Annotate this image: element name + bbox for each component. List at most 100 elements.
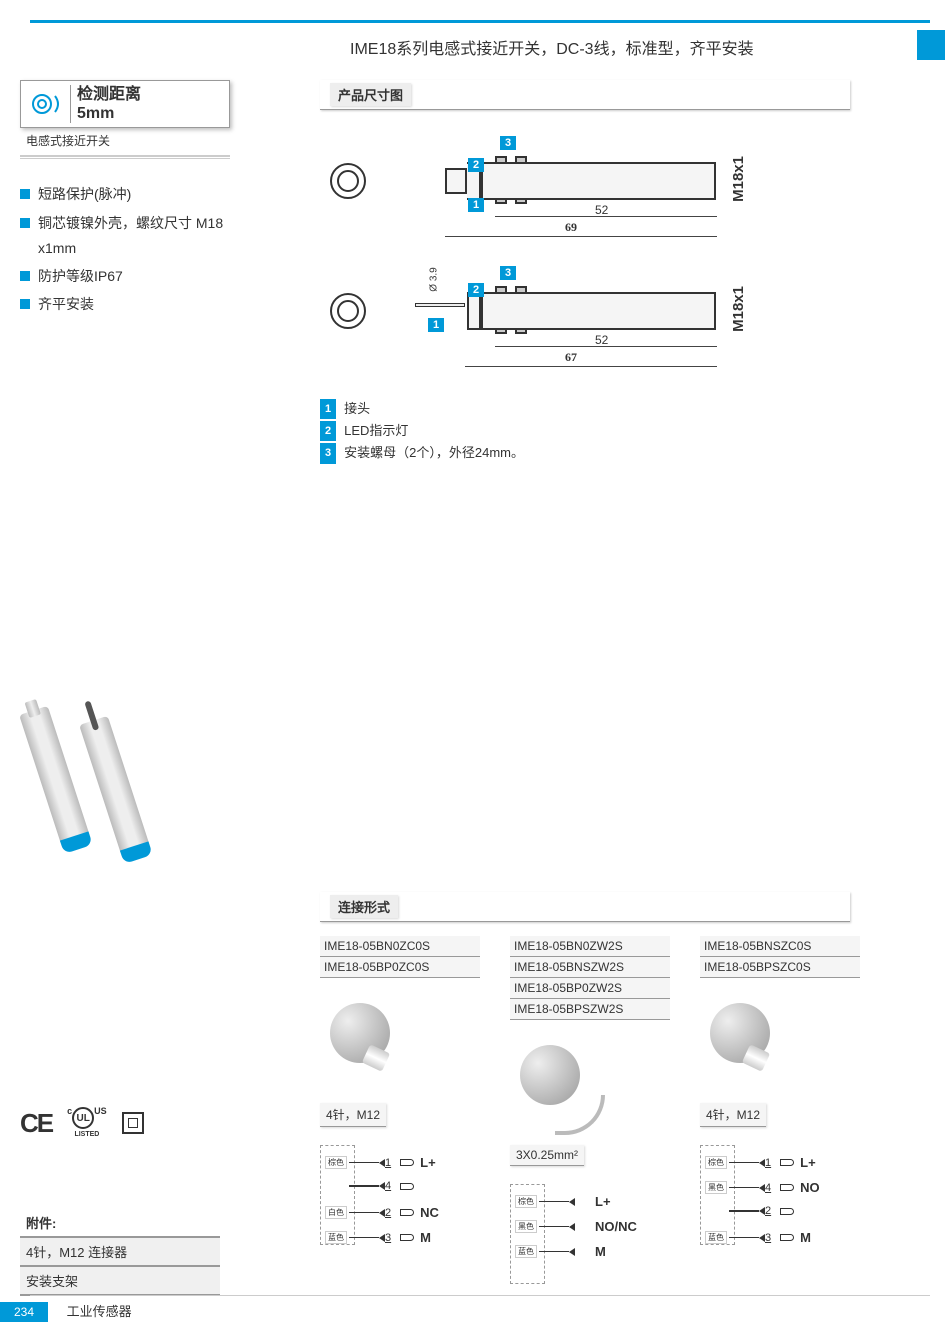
wire-lead (349, 1162, 379, 1164)
wire-lead (539, 1226, 569, 1228)
pin-label: M (595, 1244, 606, 1259)
connection-column: IME18-05BN0ZW2SIME18-05BNSZW2SIME18-05BP… (510, 936, 670, 1304)
ce-mark: CE (20, 1108, 52, 1139)
dimension-drawing: 3 2 1 M18x1 52 69 Ø 3.9 3 2 1 M18x1 52 6… (320, 118, 880, 428)
accessory-item: 安装支架 (20, 1267, 220, 1296)
wire-row: 棕色1L+ (705, 1155, 816, 1170)
wire-color-tag: 棕色 (515, 1195, 537, 1208)
connector-type-label: 4针，M12 (700, 1103, 766, 1127)
connection-section: 连接形式 IME18-05BN0ZC0SIME18-05BP0ZC0S4针，M1… (320, 892, 880, 1304)
bullet-icon (20, 218, 30, 228)
callout-2: 2 (468, 158, 484, 172)
pin-label: L+ (420, 1155, 436, 1170)
detection-box: 检测距离 5mm (20, 80, 230, 128)
pin-connector-icon (400, 1183, 414, 1190)
main-content: 产品尺寸图 3 2 1 M18x1 52 69 Ø 3.9 3 2 1 M18x… (320, 80, 880, 428)
wire-color-tag: 蓝色 (515, 1245, 537, 1258)
callout-2: 2 (468, 283, 484, 297)
pin-number: 1 (765, 1157, 771, 1169)
feature-list: 短路保护(脉冲) 铜芯镀镍外壳，螺纹尺寸 M18 x1mm 防护等级IP67 齐… (20, 179, 230, 317)
pin-connector-icon (780, 1184, 794, 1191)
connector-drawing (445, 168, 467, 194)
part-number: IME18-05BN0ZC0S (320, 936, 480, 957)
wiring-diagram: 棕色1L+4白色2NC蓝色3M (320, 1145, 480, 1265)
feature-item: 防护等级IP67 (38, 261, 123, 289)
main-body-drawing (481, 292, 716, 330)
m12-connector-image (700, 1003, 860, 1088)
accessories-box: 附件: 4针，M12 连接器 安装支架 (20, 1209, 220, 1296)
footer-divider (30, 1295, 930, 1296)
divider (20, 158, 230, 159)
legend-text: 接头 (344, 398, 370, 420)
pin-number: 1 (385, 1157, 391, 1169)
wire-lead (729, 1210, 759, 1212)
wire-row: 白色2NC (325, 1205, 439, 1220)
pin-connector-icon (780, 1234, 794, 1241)
accessory-item: 4针，M12 连接器 (20, 1238, 220, 1267)
wire-color-tag: 蓝色 (325, 1231, 347, 1244)
accessories-title: 附件: (20, 1209, 220, 1238)
cable-drawing (415, 303, 465, 307)
certifications: CE cULUS LISTED (20, 1107, 230, 1139)
body-segment (467, 292, 481, 330)
wire-lead (729, 1187, 759, 1189)
pin-label: L+ (595, 1194, 611, 1209)
detect-value: 5mm (77, 104, 141, 123)
wiring-diagram: 棕色1L+黑色4NO2蓝色3M (700, 1145, 860, 1265)
side-view-circle (330, 163, 366, 199)
pin-label: NO/NC (595, 1219, 637, 1234)
connector-type-label: 4针，M12 (320, 1103, 386, 1127)
cable-connector-image (510, 1045, 670, 1130)
part-number: IME18-05BP0ZC0S (320, 957, 480, 978)
wire-lead (729, 1162, 759, 1164)
wire-color-tag: 蓝色 (705, 1231, 727, 1244)
thread-label: M18x1 (730, 156, 747, 202)
wire-lead (349, 1212, 379, 1214)
pin-label: NC (420, 1205, 439, 1220)
part-number: IME18-05BNSZW2S (510, 957, 670, 978)
page-title: IME18系列电感式接近开关，DC-3线，标准型，齐平安装 (350, 35, 754, 59)
connector-icon (25, 699, 41, 718)
main-body-drawing (481, 162, 716, 200)
thread-label: M18x1 (730, 286, 747, 332)
legend-text: LED指示灯 (344, 420, 408, 442)
pin-number: 2 (385, 1207, 391, 1219)
header-blue-line (30, 20, 930, 23)
page-footer: 234 工业传感器 (0, 1295, 945, 1322)
part-number: IME18-05BP0ZW2S (510, 978, 670, 999)
pin-number: 3 (385, 1232, 391, 1244)
cable-diameter: Ø 3.9 (429, 267, 440, 291)
wire-row: 黑色 NO/NC (515, 1219, 637, 1234)
detect-label: 检测距离 (77, 85, 141, 104)
header-right-tab (917, 30, 945, 60)
class-ii-icon (122, 1112, 144, 1134)
sidebar: 检测距离 5mm 电感式接近开关 短路保护(脉冲) 铜芯镀镍外壳，螺纹尺寸 M1… (20, 80, 230, 1296)
callout-1: 1 (468, 198, 484, 212)
pin-label: L+ (800, 1155, 816, 1170)
wire-row: 蓝色 3 M (705, 1230, 811, 1245)
pin-number: 3 (765, 1232, 771, 1244)
pin-label: NO (800, 1180, 820, 1195)
pin-label: M (420, 1230, 431, 1245)
dim-52: 52 (595, 203, 608, 217)
bullet-icon (20, 299, 30, 309)
sensor-tip (120, 842, 153, 865)
m12-connector-image (320, 1003, 480, 1088)
wire-row: 蓝色 3 M (325, 1230, 431, 1245)
pin-connector-icon (780, 1159, 794, 1166)
feature-item: 铜芯镀镍外壳，螺纹尺寸 M18 x1mm (38, 208, 230, 261)
bullet-icon (20, 271, 30, 281)
wire-row: 棕色 L+ (515, 1194, 611, 1209)
bullet-icon (20, 189, 30, 199)
pin-connector-icon (780, 1208, 794, 1215)
wire-color-tag: 黑色 (515, 1220, 537, 1233)
connection-column: IME18-05BNSZC0SIME18-05BPSZC0S4针，M12棕色1L… (700, 936, 860, 1304)
product-photo (20, 677, 200, 877)
pin-number: 2 (765, 1205, 771, 1217)
wire-lead (539, 1251, 569, 1253)
pin-number: 4 (765, 1182, 771, 1194)
dim-69: 69 (565, 220, 577, 235)
pin-label: M (800, 1230, 811, 1245)
wire-lead (539, 1201, 569, 1203)
cable-icon (84, 701, 99, 731)
